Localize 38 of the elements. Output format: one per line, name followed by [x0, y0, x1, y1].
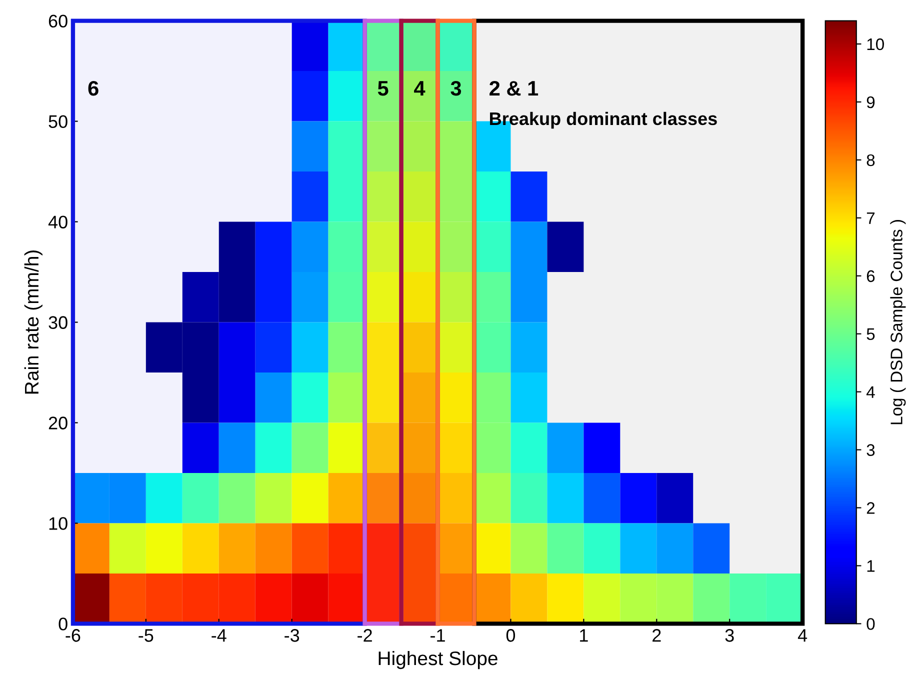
color-bar-label: 9 [866, 96, 875, 108]
color-bar-title: Log ( DSD Sample Counts ) [890, 220, 906, 424]
x-tick-label: -3 [284, 629, 300, 642]
x-tick-label: -1 [430, 629, 445, 642]
band-label: 2 & 1 [490, 80, 538, 96]
y-tick-label: 20 [48, 416, 68, 430]
x-tick-label: -5 [138, 629, 154, 642]
color-bar-label: 10 [867, 38, 884, 50]
color-bar-label: 0 [866, 618, 875, 630]
y-tick-label: 40 [48, 216, 68, 228]
x-tick-label: 1 [580, 629, 588, 642]
color-bar-label: 4 [866, 386, 875, 398]
x-tick-label: -2 [358, 629, 372, 642]
band-label: 3 [450, 80, 462, 96]
color-bar-label: 1 [867, 560, 875, 572]
y-axis-title: Rain rate (mm/h) [24, 250, 42, 394]
y-tick-label: 0 [58, 618, 68, 630]
y-tick-label: 30 [48, 316, 68, 329]
x-tick-label: 3 [725, 629, 734, 642]
color-bar-label: 5 [866, 328, 875, 340]
color-bar-label: 7 [866, 212, 875, 224]
x-tick-label: -6 [66, 629, 80, 642]
band-label: 6 [88, 80, 98, 96]
x-tick-label: 4 [798, 629, 808, 642]
y-tick-label: 50 [48, 115, 68, 128]
color-bar-label: 6 [866, 270, 875, 282]
band-label: 4 [414, 81, 426, 96]
color-bar-label: 3 [866, 444, 875, 456]
x-tick-label: 0 [506, 629, 516, 642]
x-axis-title: Highest Slope [378, 650, 498, 670]
y-tick-label: 60 [48, 14, 68, 28]
y-tick-label: 10 [49, 517, 68, 530]
x-tick-label: 2 [652, 629, 661, 642]
color-bar-label: 2 [866, 502, 875, 514]
band-label: 5 [378, 81, 388, 96]
x-tick-label: -4 [212, 629, 226, 642]
color-bar-label: 8 [866, 154, 875, 166]
annotation: Breakup dominant classes [490, 112, 717, 129]
